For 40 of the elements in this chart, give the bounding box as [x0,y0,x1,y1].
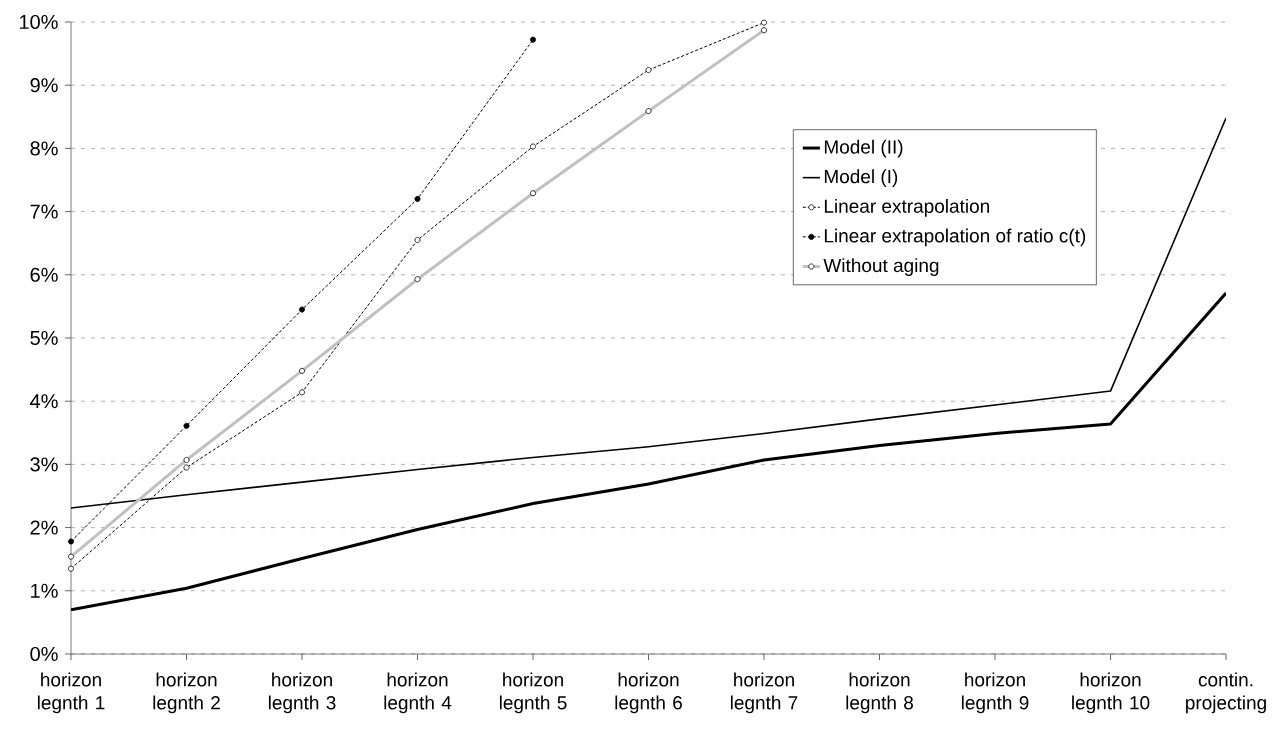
y-tick-label: 1% [31,583,58,598]
y-tick-label: 6% [30,267,58,282]
x-tick-label: horizon legnth 8 [846,672,913,714]
x-tick-label: horizon legnth 7 [730,672,798,714]
point [414,195,421,202]
legend-label: Linear extrapolation of ratio c(t) [824,228,1086,247]
x-tick-label: horizon legnth 10 [1072,672,1150,714]
y-tick-label: 7% [30,204,58,219]
point [183,464,190,471]
y-tick-label: 0% [30,646,58,662]
point [299,306,306,313]
legend-label: Linear extrapolation [824,198,989,217]
point [68,538,75,545]
y-tick-label: 5% [30,330,58,346]
point [761,19,768,26]
x-tick-label: horizon legnth 3 [268,672,336,714]
legend-label: Model (II) [824,139,903,158]
x-tick-label: horizon legnth 2 [153,672,220,714]
y-tick-label: 2% [30,520,58,535]
point [530,36,537,43]
y-tick-label: 4% [30,394,58,409]
point [183,422,190,429]
x-tick-label: horizon legnth 4 [384,672,452,714]
point [68,565,75,572]
point [299,389,306,396]
x-tick-label: horizon legnth 6 [615,672,682,714]
legend-label: Without aging [823,258,939,276]
x-tick-label: horizon legnth 1 [37,672,105,714]
legend-label: Model (I) [824,169,898,188]
y-tick-label: 3% [30,457,58,472]
x-tick-label: horizon legnth 9 [961,672,1029,714]
point [645,67,652,74]
x-tick-label: contin. projecting [1186,672,1266,714]
point [414,237,421,244]
line-series [71,291,1226,612]
x-tick-label: horizon legnth 5 [499,672,567,714]
y-tick-label: 10% [19,14,58,30]
y-tick-label: 9% [30,78,58,93]
y-tick-label: 8% [30,141,58,156]
point [530,143,537,150]
